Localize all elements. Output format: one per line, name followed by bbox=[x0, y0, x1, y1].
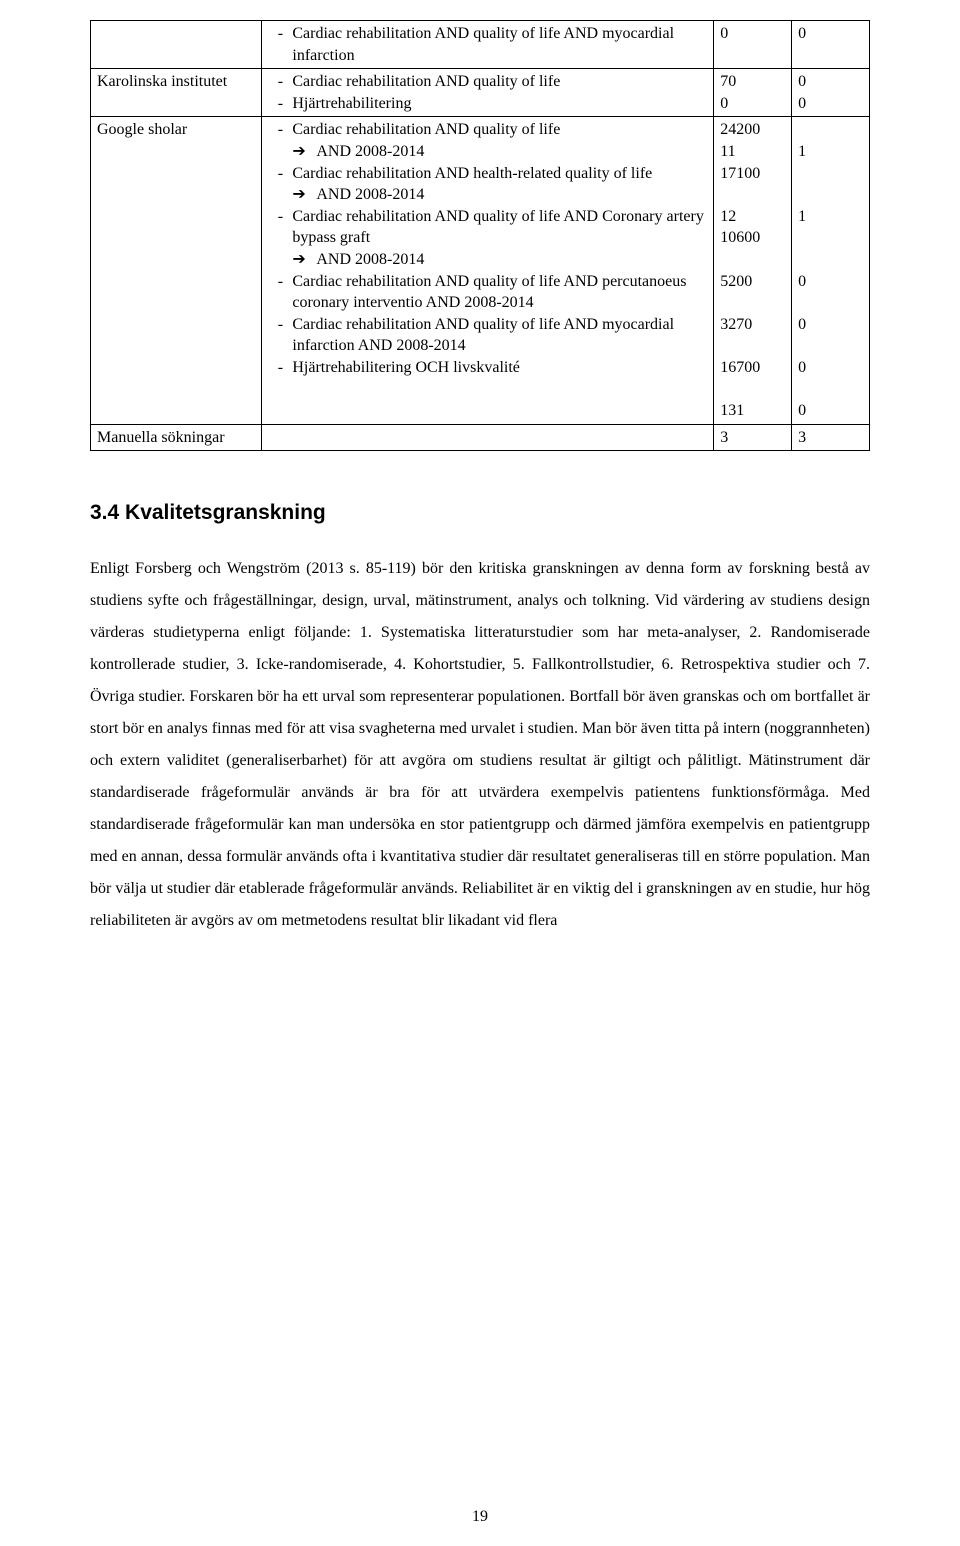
row2-i4: Cardiac rehabilitation AND quality of li… bbox=[292, 271, 707, 314]
dash-icon: - bbox=[268, 206, 292, 249]
row2-c2-v1 bbox=[798, 119, 863, 141]
row1-num1: 70 0 bbox=[714, 69, 792, 117]
row3-num1: 3 bbox=[714, 424, 792, 451]
row1-n1b: 0 bbox=[720, 93, 785, 115]
row1-item2: Hjärtrehabilitering bbox=[292, 93, 707, 115]
row2-c1-v9 bbox=[720, 292, 785, 314]
row2-num1: 24200 11 17100 12 10600 5200 3270 16700 … bbox=[714, 117, 792, 424]
row0-item1: Cardiac rehabilitation AND quality of li… bbox=[292, 23, 707, 66]
row2-c1-v3: 17100 bbox=[720, 163, 785, 185]
table-row: - Cardiac rehabilitation AND quality of … bbox=[91, 21, 870, 69]
row2-num2: 1 1 0 0 0 0 bbox=[792, 117, 870, 424]
row2-c2-v5: 1 bbox=[798, 206, 863, 228]
dash-icon: - bbox=[268, 23, 292, 66]
row2-c1-v4 bbox=[720, 184, 785, 206]
row2-i2: Cardiac rehabilitation AND health-relate… bbox=[292, 163, 707, 185]
row2-c1-v7 bbox=[720, 249, 785, 271]
row2-c2-v9 bbox=[798, 292, 863, 314]
row2-a2: AND 2008-2014 bbox=[316, 184, 424, 206]
row1-num2: 0 0 bbox=[792, 69, 870, 117]
row2-c2-v2: 1 bbox=[798, 141, 863, 163]
arrow-icon: ➔ bbox=[292, 141, 316, 163]
row2-c1-v12: 16700 bbox=[720, 357, 785, 379]
row0-content: - Cardiac rehabilitation AND quality of … bbox=[262, 21, 714, 69]
row2-c2-v8: 0 bbox=[798, 271, 863, 293]
row2-c1-v8: 5200 bbox=[720, 271, 785, 293]
table-row: Karolinska institutet - Cardiac rehabili… bbox=[91, 69, 870, 117]
section-heading: 3.4 Kvalitetsgranskning bbox=[90, 501, 870, 525]
table-row: Google sholar - Cardiac rehabilitation A… bbox=[91, 117, 870, 424]
row2-c2-v10: 0 bbox=[798, 314, 863, 336]
dash-icon: - bbox=[268, 119, 292, 141]
row2-c1-v1: 24200 bbox=[720, 119, 785, 141]
row2-c1-v13 bbox=[720, 379, 785, 401]
row2-c2-v6 bbox=[798, 227, 863, 249]
row2-c2-v14: 0 bbox=[798, 400, 863, 422]
row2-a1: AND 2008-2014 bbox=[316, 141, 424, 163]
row0-num2: 0 bbox=[792, 21, 870, 69]
row0-num1: 0 bbox=[714, 21, 792, 69]
arrow-icon: ➔ bbox=[292, 184, 316, 206]
page-number: 19 bbox=[0, 1508, 960, 1526]
row1-item1: Cardiac rehabilitation AND quality of li… bbox=[292, 71, 707, 93]
row2-c1-v14: 131 bbox=[720, 400, 785, 422]
row1-n2b: 0 bbox=[798, 93, 863, 115]
row2-label: Google sholar bbox=[91, 117, 262, 424]
row2-c2-v11 bbox=[798, 335, 863, 357]
table-row: Manuella sökningar 3 3 bbox=[91, 424, 870, 451]
row3-num2: 3 bbox=[792, 424, 870, 451]
dash-icon: - bbox=[268, 271, 292, 314]
dash-icon: - bbox=[268, 71, 292, 93]
row2-c2-v7 bbox=[798, 249, 863, 271]
row2-c1-v6: 10600 bbox=[720, 227, 785, 249]
row2-c1-v10: 3270 bbox=[720, 314, 785, 336]
row3-label: Manuella sökningar bbox=[91, 424, 262, 451]
row2-i6: Hjärtrehabilitering OCH livskvalité bbox=[292, 357, 707, 379]
row2-c1-v5: 12 bbox=[720, 206, 785, 228]
row2-i1: Cardiac rehabilitation AND quality of li… bbox=[292, 119, 707, 141]
dash-icon: - bbox=[268, 357, 292, 379]
row2-c2-v4 bbox=[798, 184, 863, 206]
row2-i3: Cardiac rehabilitation AND quality of li… bbox=[292, 206, 707, 249]
row1-n2a: 0 bbox=[798, 71, 863, 93]
row1-label: Karolinska institutet bbox=[91, 69, 262, 117]
row2-i5: Cardiac rehabilitation AND quality of li… bbox=[292, 314, 707, 357]
body-paragraph: Enligt Forsberg och Wengström (2013 s. 8… bbox=[90, 553, 870, 937]
row0-label bbox=[91, 21, 262, 69]
row2-c1-v11 bbox=[720, 335, 785, 357]
row3-content bbox=[262, 424, 714, 451]
search-terms-table: - Cardiac rehabilitation AND quality of … bbox=[90, 20, 870, 451]
dash-icon: - bbox=[268, 314, 292, 357]
row2-c2-v12: 0 bbox=[798, 357, 863, 379]
dash-icon: - bbox=[268, 93, 292, 115]
row2-c1-v2: 11 bbox=[720, 141, 785, 163]
dash-icon: - bbox=[268, 163, 292, 185]
row1-content: - Cardiac rehabilitation AND quality of … bbox=[262, 69, 714, 117]
row2-a3: AND 2008-2014 bbox=[316, 249, 424, 271]
arrow-icon: ➔ bbox=[292, 249, 316, 271]
row2-c2-v13 bbox=[798, 379, 863, 401]
row2-c2-v3 bbox=[798, 163, 863, 185]
row1-n1a: 70 bbox=[720, 71, 785, 93]
row2-content: - Cardiac rehabilitation AND quality of … bbox=[262, 117, 714, 424]
